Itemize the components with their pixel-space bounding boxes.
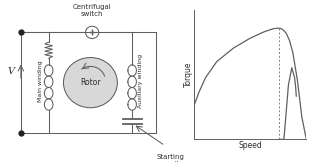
Text: Auxiliary winding: Auxiliary winding [138,54,143,108]
Text: V: V [8,67,15,76]
Y-axis label: Torque: Torque [184,62,193,87]
Text: Rotor: Rotor [80,78,101,87]
Circle shape [63,58,117,108]
Text: Main winding: Main winding [38,60,43,102]
Text: Centrifugal
switch: Centrifugal switch [73,4,112,17]
Text: Starting
capacitor: Starting capacitor [154,154,187,162]
X-axis label: Speed: Speed [239,141,262,150]
